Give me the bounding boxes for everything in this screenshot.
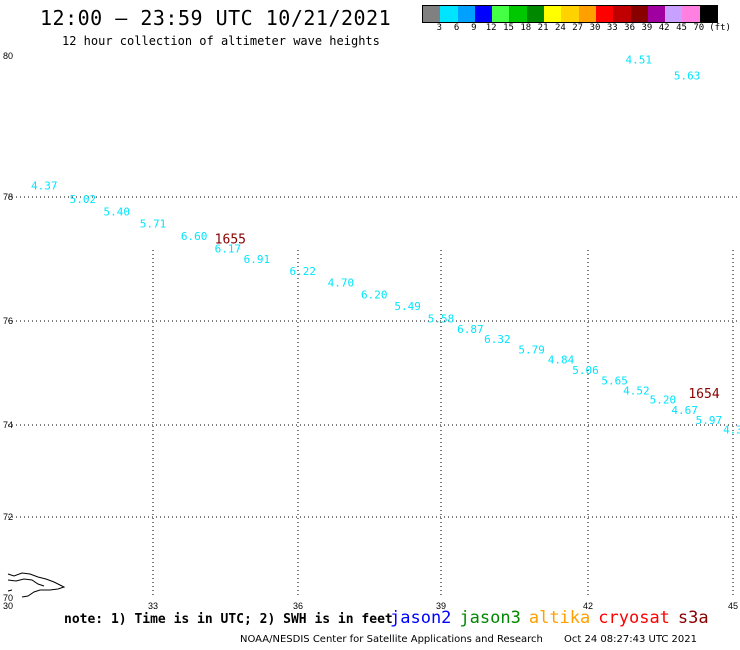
wave-height-value: 4.70 xyxy=(328,277,355,290)
latitude-tick-label: 76 xyxy=(3,316,13,326)
legend-entry-altika: altika xyxy=(528,608,591,628)
wave-height-value: 5.63 xyxy=(674,70,701,83)
color-scale-label: 15 xyxy=(503,23,514,33)
wave-height-value: 6.22 xyxy=(290,265,317,278)
wave-height-value: 4.84 xyxy=(548,353,575,366)
color-scale-label: 30 xyxy=(589,23,601,33)
color-scale-label: 9 xyxy=(471,23,477,33)
wave-height-value: 5.20 xyxy=(650,394,677,407)
footer-timestamp: Oct 24 08:27:43 UTC 2021 xyxy=(564,634,697,645)
color-swatch xyxy=(544,6,562,22)
page-subtitle: 12 hour collection of altimeter wave hei… xyxy=(62,34,380,48)
color-scale-label: 39 xyxy=(641,23,653,33)
legend-entry-s3a: s3a xyxy=(677,608,709,628)
longitude-tick-label: 39 xyxy=(436,601,446,611)
color-swatch xyxy=(492,6,510,22)
color-scale-label: 70 xyxy=(693,23,705,33)
wave-height-value: 6.17 xyxy=(215,242,242,255)
wave-height-value: 5.58 xyxy=(428,313,455,326)
color-scale-label: 24 xyxy=(554,23,566,33)
wave-height-value: 5.97 xyxy=(696,414,723,427)
color-scale-labels: 3 6 9 12 15 18 21 24 27 30 33 36 39 42 45 70 (ft) xyxy=(422,23,740,35)
longitude-tick-label: 33 xyxy=(148,601,158,611)
satellite-legend: jason2 jason3 altika cryosat s3a xyxy=(390,608,717,628)
wave-height-value: 5.71 xyxy=(140,218,167,231)
color-scale-label: 3 xyxy=(436,23,443,33)
color-scale-label: 33 xyxy=(606,23,618,33)
legend-entry-jason2: jason2 xyxy=(390,608,452,628)
page-title: 12:00 – 23:59 UTC 10/21/2021 xyxy=(40,6,392,30)
color-scale-label: 27 xyxy=(572,23,584,33)
legend-entry-cryosat: cryosat xyxy=(598,608,670,628)
color-swatch xyxy=(440,6,458,22)
color-swatch xyxy=(682,6,700,22)
pass-time-label: 1655 xyxy=(215,233,246,248)
wave-height-value: 5.49 xyxy=(394,300,421,313)
pass-time-label: 1654 xyxy=(688,387,719,402)
latitude-tick-label: 78 xyxy=(3,192,13,202)
wave-height-value: 6.32 xyxy=(484,333,511,346)
color-swatch xyxy=(699,6,718,22)
pass-time-labels: 1655 1654 xyxy=(215,233,720,402)
wave-height-value: 5.40 xyxy=(104,205,131,218)
wave-height-value: 4.37 xyxy=(31,180,58,193)
color-swatch xyxy=(561,6,579,22)
color-swatch xyxy=(474,6,493,22)
map-axes: 30 33 36 39 42 45 70 72 74 76 78 80 xyxy=(3,51,738,611)
color-scale-label: 36 xyxy=(624,23,636,33)
color-swatch xyxy=(457,6,475,22)
wave-observations: 4.37 5.02 5.40 5.71 6.60 6.176.91 6.22 4.70 6.20… xyxy=(31,54,740,437)
wave-height-value: 6.60 xyxy=(181,230,208,243)
latitude-tick-label: 80 xyxy=(3,51,13,61)
color-swatch xyxy=(526,6,545,22)
color-scale-label: 18 xyxy=(520,23,532,33)
color-scale-bar xyxy=(422,5,719,23)
longitude-tick-label: 42 xyxy=(583,601,593,611)
longitude-tick-label: 30 xyxy=(3,601,13,611)
latitude-tick-label: 70 xyxy=(3,593,13,603)
longitude-tick-label: 36 xyxy=(293,601,303,611)
color-swatch xyxy=(647,6,666,22)
footer-agency: NOAA/NESDIS Center for Satellite Applica… xyxy=(240,634,543,645)
color-swatch xyxy=(665,6,683,22)
wave-height-value: 5.02 xyxy=(70,193,97,206)
wave-height-value: 6.20 xyxy=(361,288,388,301)
wave-height-value: 5.65 xyxy=(601,374,628,387)
latitude-tick-label: 74 xyxy=(3,420,13,430)
latitude-tick-label: 72 xyxy=(3,512,13,522)
color-swatch xyxy=(595,6,614,22)
wave-height-value: 4.52 xyxy=(623,385,650,398)
color-swatch xyxy=(578,6,596,22)
color-swatch xyxy=(630,6,648,22)
color-swatch xyxy=(613,6,631,22)
map-grid xyxy=(8,196,738,598)
footer: NOAA/NESDIS Center for Satellite Applica… xyxy=(240,634,697,645)
color-scale-unit: (ft) xyxy=(709,23,731,33)
longitude-tick-label: 45 xyxy=(728,601,738,611)
color-scale-label: 21 xyxy=(537,23,549,33)
coastline-outline xyxy=(7,572,66,598)
color-swatch xyxy=(509,6,527,22)
wave-height-value: 4.3 xyxy=(723,424,740,437)
wave-height-value: 5.79 xyxy=(518,344,545,357)
wave-height-value: 4.67 xyxy=(671,404,698,417)
wave-height-value: 4.51 xyxy=(626,54,653,67)
wave-height-value: 6.91 xyxy=(244,253,271,266)
color-swatch xyxy=(423,6,441,22)
wave-height-value: 5.06 xyxy=(572,364,599,377)
color-scale-label: 42 xyxy=(658,23,670,33)
legend-entry-jason3: jason3 xyxy=(459,608,521,628)
wave-height-value: 6.87 xyxy=(457,323,484,336)
color-scale-label: 12 xyxy=(485,23,497,33)
color-scale-label: 45 xyxy=(676,23,687,33)
color-scale-label: 6 xyxy=(453,23,460,33)
units-note: note: 1) Time is in UTC; 2) SWH is in fe… xyxy=(64,612,393,627)
